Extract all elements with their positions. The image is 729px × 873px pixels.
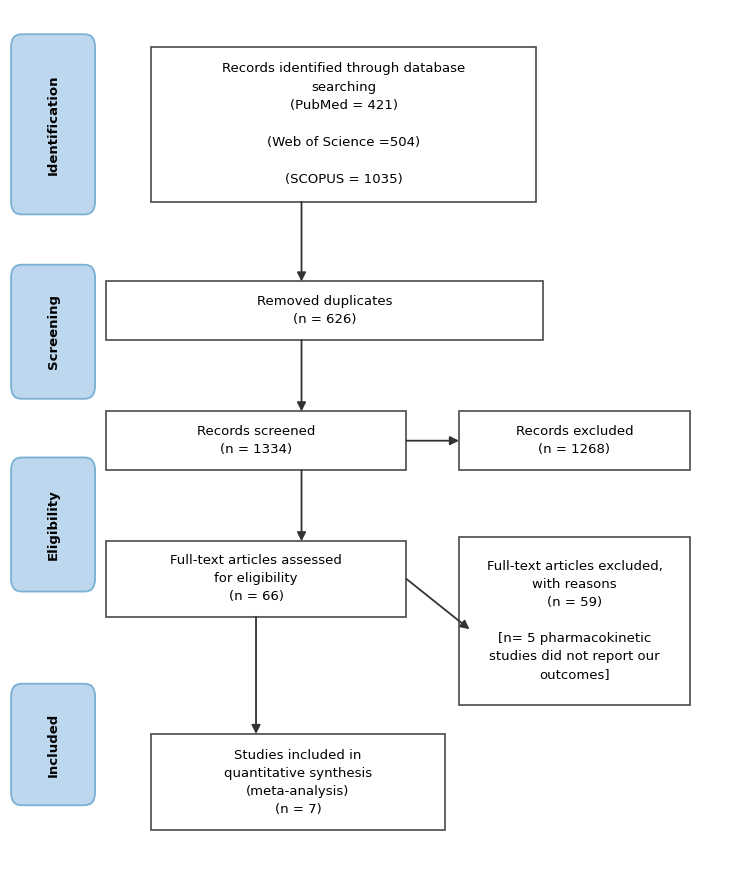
Bar <box>459 411 690 470</box>
FancyBboxPatch shape <box>11 265 95 399</box>
Text: Removed duplicates
(n = 626): Removed duplicates (n = 626) <box>257 295 392 327</box>
Text: Screening: Screening <box>47 294 60 369</box>
Text: Included: Included <box>47 712 60 777</box>
Text: Eligibility: Eligibility <box>47 489 60 560</box>
Text: Full-text articles excluded,
with reasons
(n = 59)

[n= 5 pharmacokinetic
studie: Full-text articles excluded, with reason… <box>486 560 663 682</box>
FancyBboxPatch shape <box>11 684 95 805</box>
Text: Records excluded
(n = 1268): Records excluded (n = 1268) <box>515 425 634 457</box>
Bar <box>459 537 690 705</box>
FancyBboxPatch shape <box>11 457 95 592</box>
Text: Full-text articles assessed
for eligibility
(n = 66): Full-text articles assessed for eligibil… <box>170 554 342 603</box>
Bar <box>106 281 543 340</box>
Text: Records screened
(n = 1334): Records screened (n = 1334) <box>197 425 315 457</box>
Bar <box>106 411 407 470</box>
Bar <box>151 734 445 830</box>
Bar <box>151 47 536 202</box>
Text: Records identified through database
searching
(PubMed = 421)

(Web of Science =5: Records identified through database sear… <box>222 62 465 186</box>
Text: Studies included in
quantitative synthesis
(meta-analysis)
(n = 7): Studies included in quantitative synthes… <box>224 749 372 815</box>
Bar <box>106 541 407 616</box>
Text: Identification: Identification <box>47 74 60 175</box>
FancyBboxPatch shape <box>11 34 95 215</box>
